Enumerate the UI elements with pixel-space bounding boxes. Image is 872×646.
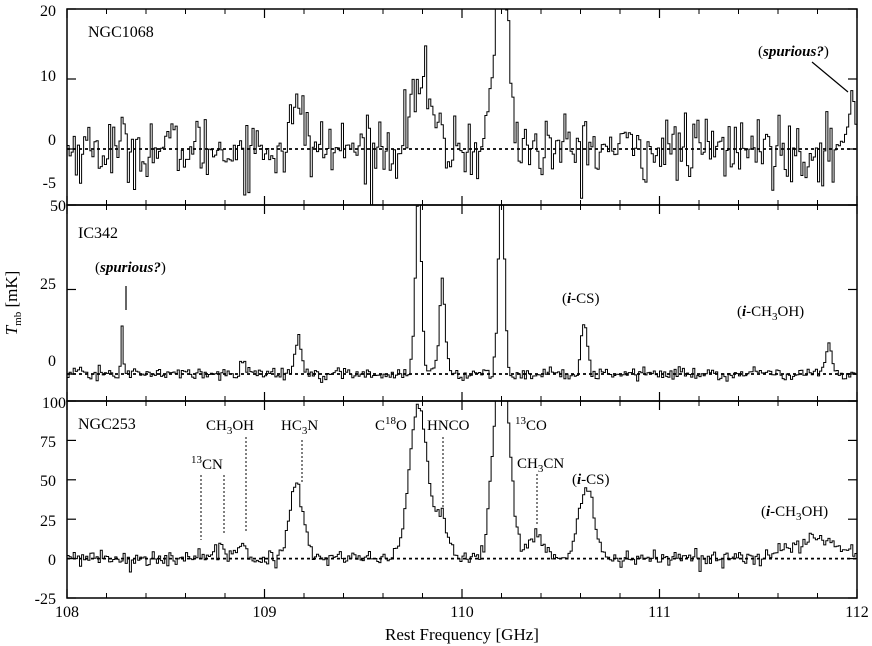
- x-tick-label-110: 110: [450, 604, 473, 621]
- ic342-spectrum-line: [67, 205, 857, 383]
- ngc253-spectrum-plot: [66, 400, 858, 599]
- ngc253-ytick-25: 25: [40, 513, 56, 530]
- label-ngc253-ich3oh: (i-CH3OH): [761, 504, 828, 523]
- label-ngc253-ics: (i-CS): [572, 472, 610, 488]
- x-tick-label-108: 108: [55, 604, 79, 621]
- ngc1068-ytick-0: 0: [48, 132, 56, 149]
- label-hnco: HNCO: [427, 418, 470, 434]
- panel-ic342: IC342 50 25 0 (spurious?) (i-CS) (i-CH3O…: [40, 198, 858, 402]
- label-13cn: 13CN: [191, 454, 223, 473]
- ngc1068-ytick-minus5: -5: [43, 175, 56, 192]
- ic342-spectrum-plot: [66, 204, 858, 401]
- ic342-spurious-label: (spurious?): [95, 260, 166, 276]
- x-tick-labels: 108 109 110 111 112: [55, 604, 869, 621]
- ngc1068-spectrum-plot: [66, 8, 858, 205]
- ic342-ich3oh-label: (i-CH3OH): [737, 304, 804, 323]
- ngc253-frame: [66, 400, 858, 599]
- ngc1068-ytick-10: 10: [40, 68, 56, 85]
- ic342-panel-name: IC342: [78, 225, 118, 242]
- ngc253-ytick-75: 75: [40, 434, 56, 451]
- ngc1068-spurious-pointer: [811, 61, 849, 93]
- label-c18o: C18O: [375, 415, 407, 434]
- ngc1068-frame: [66, 8, 858, 206]
- ngc1068-spectrum-line: [67, 9, 857, 205]
- x-tick-label-109: 109: [253, 604, 277, 621]
- y-axis-title: Tmb [mK]: [2, 271, 24, 336]
- ngc1068-spurious-label: (spurious?): [758, 44, 829, 60]
- ngc1068-panel-name: NGC1068: [88, 24, 154, 41]
- panel-ngc1068: NGC1068 20 10 0 -5 (spurious?): [40, 3, 858, 206]
- label-ch3cn: CH3CN: [517, 456, 564, 475]
- label-hc3n: HC3N: [281, 418, 318, 437]
- x-tick-label-111: 111: [648, 604, 671, 621]
- ngc253-ytick-100: 100: [42, 395, 66, 412]
- x-axis-title: Rest Frequency [GHz]: [385, 625, 539, 644]
- ngc253-ytick-0: 0: [48, 552, 56, 569]
- ic342-ytick-0: 0: [48, 353, 56, 370]
- ngc253-ytick-minus25: -25: [35, 591, 56, 608]
- label-13co: 13CO: [515, 415, 547, 434]
- panel-ngc253: NGC253 100 75 50 25 0 -25 13CN CH3OH HC3…: [35, 395, 858, 608]
- ngc253-spectrum-line: [67, 401, 857, 573]
- ic342-ytick-50: 50: [50, 198, 66, 215]
- ngc1068-ytick-20: 20: [40, 3, 56, 20]
- ngc253-panel-name: NGC253: [78, 416, 136, 433]
- x-tick-label-112: 112: [845, 604, 868, 621]
- ic342-ytick-25: 25: [40, 276, 56, 293]
- ic342-ics-label: (i-CS): [562, 291, 600, 307]
- ngc253-ytick-50: 50: [40, 473, 56, 490]
- label-ch3oh: CH3OH: [206, 418, 254, 437]
